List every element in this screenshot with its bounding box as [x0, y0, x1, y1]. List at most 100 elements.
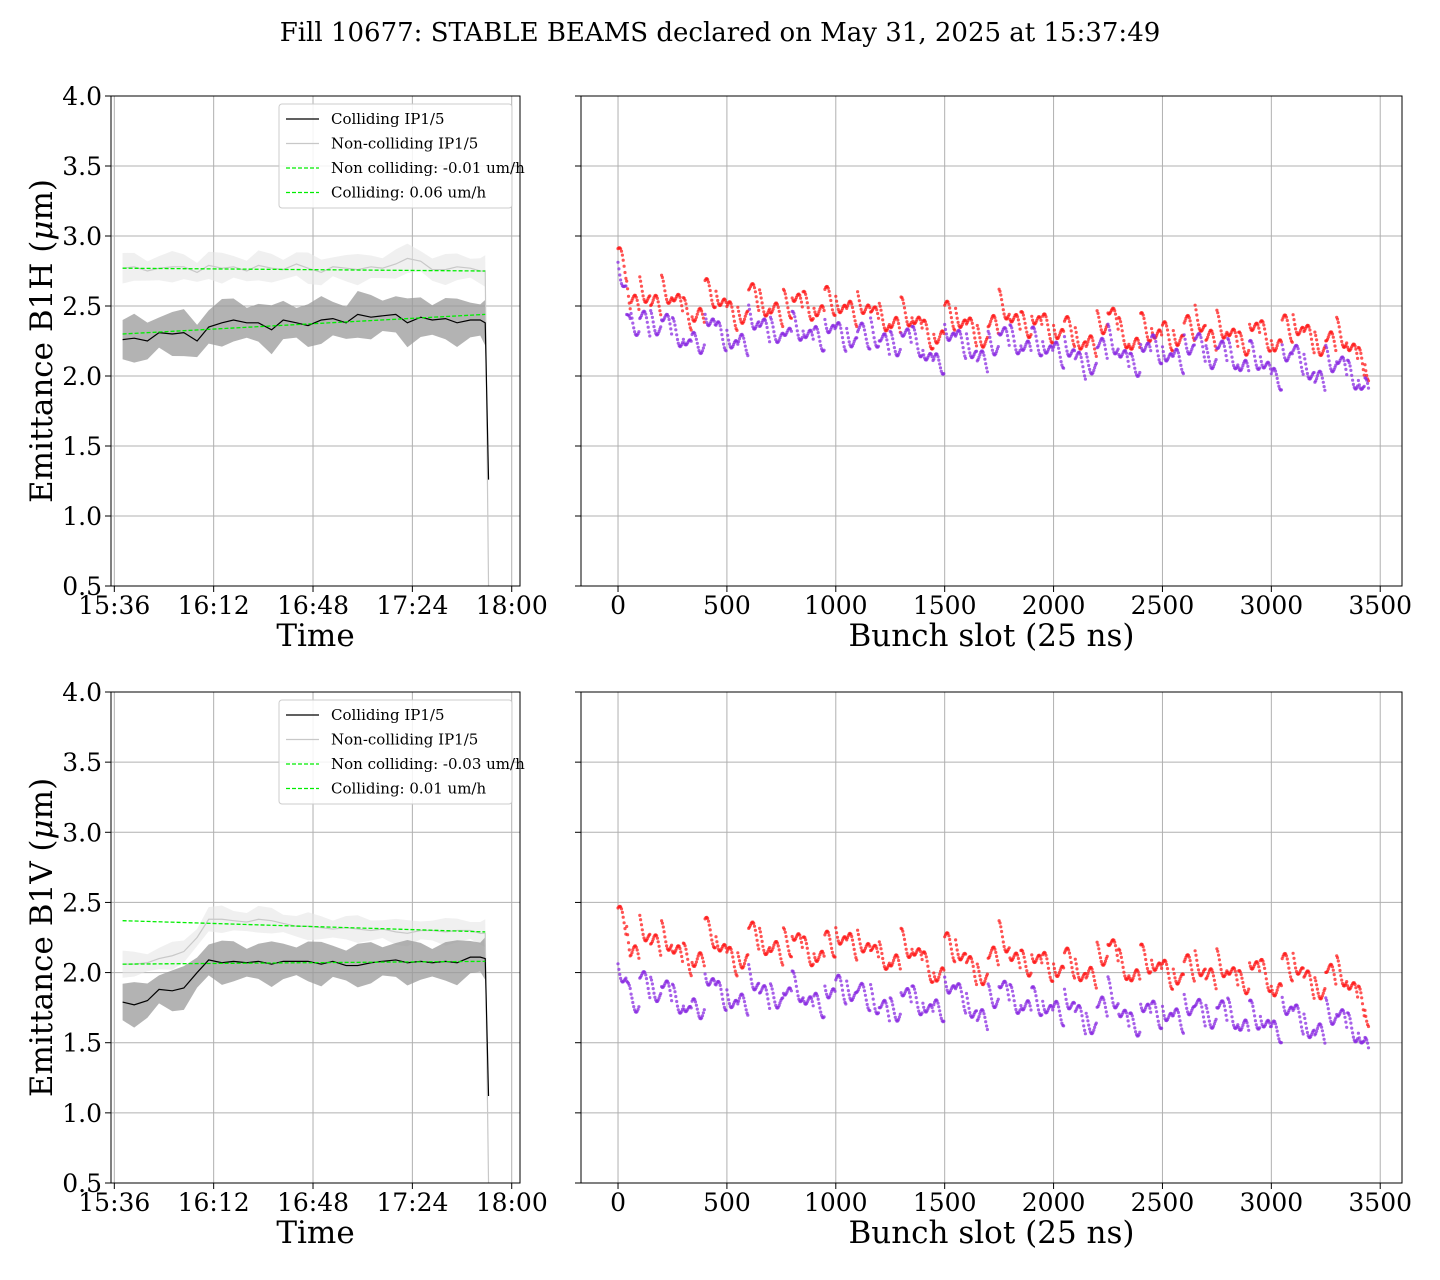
y-tick-label: 4.0 — [62, 678, 102, 707]
x-tick-label: 2000 — [1022, 1188, 1086, 1217]
scatter-point — [733, 969, 737, 973]
scatter-point — [626, 933, 630, 937]
scatter-point — [650, 982, 655, 986]
scatter-point — [687, 967, 692, 972]
scatter-point — [1126, 1019, 1130, 1023]
scatter-point — [838, 323, 842, 327]
scatter-point — [1046, 966, 1051, 970]
scatter-point — [1223, 349, 1227, 353]
scatter-point — [1182, 333, 1186, 337]
scatter-point — [962, 1004, 966, 1009]
scatter-point — [1098, 951, 1102, 955]
scatter-point — [1366, 1046, 1371, 1050]
scatter-point — [1023, 321, 1027, 325]
scatter-point — [635, 298, 639, 302]
scatter-point — [1000, 303, 1005, 307]
scatter-point — [1052, 962, 1056, 966]
scatter-point — [1303, 357, 1307, 361]
scatter-point — [727, 1002, 732, 1006]
scatter-point — [1013, 344, 1017, 348]
scatter-point — [822, 348, 826, 352]
scatter-point — [775, 941, 780, 945]
scatter-point — [1133, 1026, 1137, 1030]
scatter-point — [767, 1002, 771, 1006]
scatter-point — [988, 988, 992, 992]
fit-line — [122, 920, 486, 933]
scatter-point — [1114, 948, 1118, 952]
scatter-point — [1351, 378, 1355, 382]
scatter-point — [855, 336, 859, 340]
scatter-point — [681, 337, 686, 341]
scatter-point — [748, 972, 753, 976]
scatter-point — [989, 992, 993, 997]
scatter-point — [959, 332, 963, 336]
scatter-point — [912, 328, 917, 332]
scatter-point — [1095, 309, 1099, 313]
scatter-point — [1148, 1006, 1152, 1010]
scatter-point — [689, 1006, 693, 1010]
scatter-point — [1240, 976, 1244, 980]
scatter-point — [951, 324, 955, 328]
scatter-point — [1312, 370, 1316, 375]
scatter-point — [1084, 352, 1088, 356]
scatter-point — [729, 947, 733, 952]
scatter-point — [670, 332, 674, 336]
scatter-point — [974, 979, 978, 983]
scatter-point — [703, 312, 707, 316]
scatter-point — [657, 304, 661, 308]
scatter-point — [1068, 324, 1072, 328]
scatter-point — [862, 989, 867, 993]
scatter-point — [648, 334, 652, 338]
plot-area-b1v_time — [122, 905, 490, 1183]
scatter-point — [942, 331, 946, 335]
scatter-point — [1105, 954, 1109, 959]
scatter-point — [1178, 359, 1182, 363]
scatter-point — [1246, 364, 1250, 368]
scatter-point — [1275, 376, 1279, 380]
scatter-point — [1014, 348, 1018, 352]
scatter-point — [693, 1000, 698, 1004]
scatter-point — [1137, 973, 1141, 977]
scatter-point — [1067, 320, 1072, 324]
scatter-point — [1145, 335, 1149, 339]
scatter-point — [743, 314, 747, 318]
scatter-point — [785, 939, 789, 944]
scatter-point — [858, 303, 862, 307]
scatter-point — [863, 332, 868, 337]
scatter-point — [816, 312, 820, 316]
scatter-point — [1139, 1006, 1144, 1010]
scatter-point — [1245, 1021, 1249, 1025]
scatter-point — [760, 939, 764, 944]
scatter-point — [823, 317, 827, 322]
scatter-point — [748, 312, 753, 316]
scatter-point — [1206, 335, 1210, 339]
scatter-point — [1200, 340, 1204, 344]
scatter-point — [966, 1001, 970, 1005]
scatter-point — [1024, 326, 1028, 330]
scatter-point — [736, 951, 740, 955]
scatter-point — [808, 960, 812, 964]
scatter-point — [1296, 1006, 1300, 1011]
scatter-point — [684, 947, 688, 951]
scatter-point — [801, 329, 805, 333]
scatter-point — [1279, 340, 1283, 344]
y-tick-label: 3.5 — [62, 748, 102, 777]
scatter-point — [877, 301, 881, 305]
scatter-point — [1338, 968, 1342, 973]
scatter-point — [971, 326, 975, 330]
scatter-point — [950, 952, 954, 956]
scatter-point — [942, 968, 946, 972]
scatter-point — [683, 298, 687, 302]
scatter-point — [978, 336, 982, 340]
scatter-point — [1212, 978, 1216, 982]
scatter-point — [724, 349, 728, 353]
scatter-point — [753, 928, 758, 932]
scatter-point — [844, 349, 848, 353]
scatter-point — [680, 959, 685, 964]
scatter-point — [1251, 1004, 1255, 1009]
scatter-point — [1287, 966, 1291, 970]
scatter-point — [1330, 332, 1335, 336]
scatter-point — [702, 320, 706, 324]
scatter-point — [737, 996, 742, 1000]
scatter-point — [621, 915, 625, 919]
